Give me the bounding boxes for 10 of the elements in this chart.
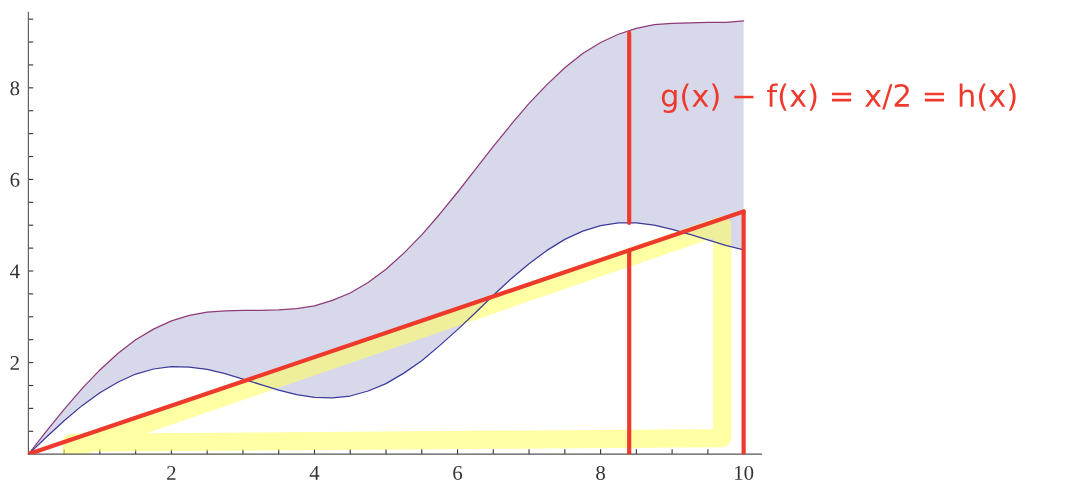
y-tick-label: 8 (10, 81, 20, 96)
x-tick-label: 2 (167, 465, 176, 480)
y-tick-label: 6 (10, 172, 20, 187)
annotation: g(x) − f(x) = x/2 = h(x) (661, 83, 1016, 113)
y-tick-label: 4 (10, 264, 20, 279)
y-tick-label: 2 (10, 356, 19, 370)
x-tick-label: 8 (596, 465, 605, 480)
x-tick-label: 6 (453, 465, 463, 480)
x-tick-label: 4 (309, 466, 320, 480)
x-tick-label: 10 (735, 465, 754, 480)
